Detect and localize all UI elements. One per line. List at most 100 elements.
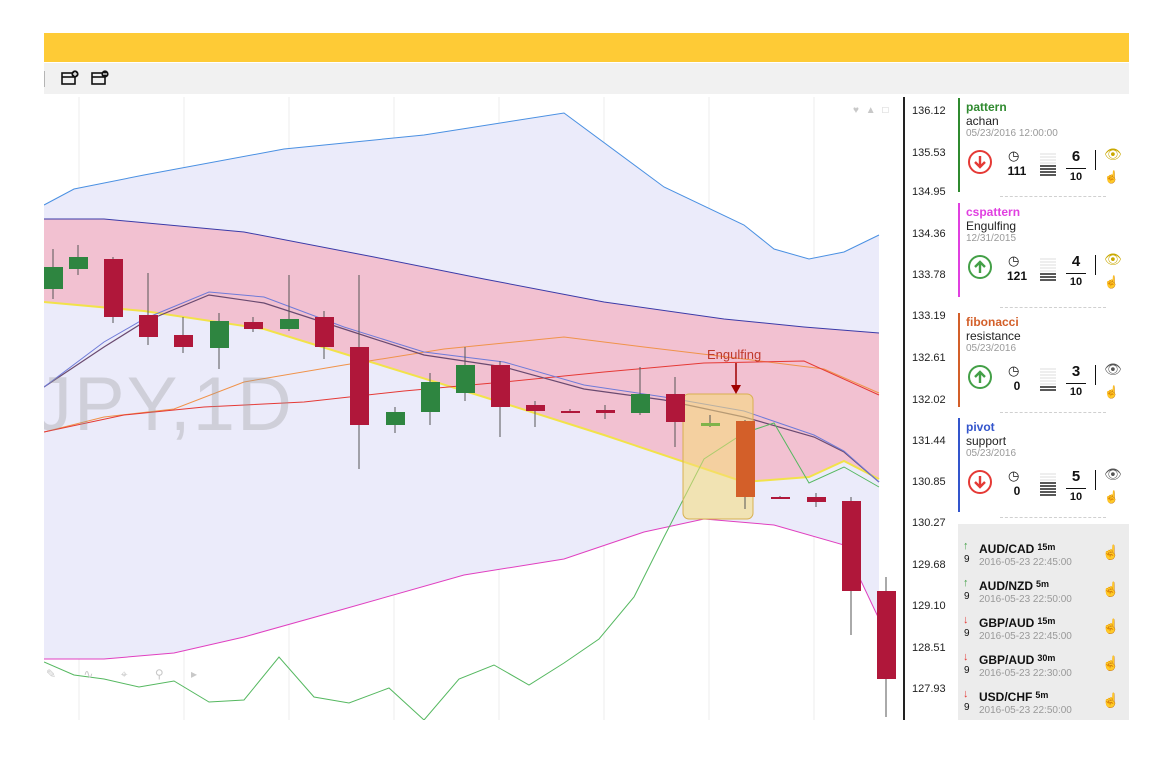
signal-total: 10 [1069, 171, 1083, 183]
signal-separator [1000, 307, 1106, 308]
candle-body [44, 267, 63, 289]
signal-total: 10 [1069, 276, 1083, 288]
candle-body [139, 315, 158, 337]
window-controls[interactable]: ♥ ▲ □ [853, 105, 891, 116]
clock-icon: ◷ [1008, 363, 1020, 378]
alert-pair-name: AUD/NZD [979, 579, 1033, 593]
score-divider [1066, 383, 1086, 384]
alert-date: 2016-05-23 22:50:00 [979, 705, 1072, 716]
price-tick: 133.19 [912, 310, 946, 322]
alert-date: 2016-05-23 22:50:00 [979, 594, 1072, 605]
eye-icon[interactable]: 👁 [1104, 361, 1122, 377]
signal-total: 10 [1069, 386, 1083, 398]
price-tick: 129.68 [912, 559, 946, 571]
hand-pointer-icon[interactable]: ☝ [1102, 655, 1120, 671]
candle-body [561, 411, 580, 413]
score-divider [1066, 488, 1086, 489]
hand-pointer-icon[interactable]: ☝ [1104, 490, 1119, 504]
alerts-panel: ↑ 9 AUD/CAD 15m 2016-05-23 22:45:00 ☝ ↑ 9… [958, 524, 1129, 720]
alert-item[interactable]: ↓ 9 GBP/AUD 30m 2016-05-23 22:30:00 ☝ [958, 649, 1129, 686]
drawing-tools[interactable]: ✎ ∿ ⌖ ⚲ ▸ [46, 667, 210, 681]
candle-body [104, 259, 123, 317]
signal-separator [1000, 517, 1106, 518]
signal-type: pattern [966, 100, 1007, 114]
alert-pair: GBP/AUD 15m [979, 616, 1055, 630]
eye-icon[interactable]: 👁 [1104, 146, 1122, 162]
alert-timeframe: 5m [1036, 579, 1050, 589]
signal-card-fibonacci[interactable]: fibonacci resistance 05/23/2016 ◷ 0 3 10… [958, 313, 1122, 407]
arrow-down-icon [968, 470, 992, 494]
signal-name: resistance [966, 329, 1021, 343]
add-window-button[interactable] [61, 70, 79, 86]
alert-pair-name: AUD/CAD [979, 542, 1035, 556]
alert-date: 2016-05-23 22:30:00 [979, 668, 1072, 679]
hand-pointer-icon[interactable]: ☝ [1104, 275, 1119, 289]
hand-pointer-icon[interactable]: ☝ [1102, 618, 1120, 634]
remove-window-button[interactable] [91, 70, 109, 86]
chart-canvas[interactable] [44, 97, 904, 720]
arrow-down-icon: ↓ [963, 688, 969, 700]
signal-date: 05/23/2016 [966, 343, 1017, 354]
arrow-down-icon: ↓ [963, 651, 969, 663]
signal-count: 121 [1006, 269, 1028, 283]
price-tick: 134.36 [912, 228, 946, 240]
alert-pair-name: USD/CHF [979, 690, 1033, 704]
alert-count: 9 [964, 554, 970, 565]
price-tick: 132.02 [912, 394, 946, 406]
candle-body [701, 423, 720, 426]
eye-icon[interactable]: 👁 [1104, 251, 1122, 267]
signal-card-pattern[interactable]: pattern achan 05/23/2016 12:00:00 ◷ 111 … [958, 98, 1122, 192]
signal-card-pivot[interactable]: pivot support 05/23/2016 ◷ 0 5 10 👁 ☝ [958, 418, 1122, 512]
signal-divider [1095, 150, 1096, 170]
signal-count: 111 [1007, 164, 1027, 178]
price-tick: 130.27 [912, 517, 946, 529]
chart-toolbar [44, 63, 1129, 94]
hand-pointer-icon[interactable]: ☝ [1104, 170, 1119, 184]
clock-icon: ◷ [1008, 148, 1020, 163]
signal-count: 0 [1013, 379, 1021, 393]
keltner-lower-line [44, 301, 880, 484]
alert-item[interactable]: ↓ 9 GBP/AUD 15m 2016-05-23 22:45:00 ☝ [958, 612, 1129, 649]
candle-body [244, 322, 263, 329]
hand-pointer-icon[interactable]: ☝ [1104, 385, 1119, 399]
price-tick: 130.85 [912, 476, 946, 488]
candle-body [210, 321, 229, 348]
alert-item[interactable]: ↑ 9 AUD/CAD 15m 2016-05-23 22:45:00 ☝ [958, 538, 1129, 575]
candle-body [69, 257, 88, 269]
eye-icon[interactable]: 👁 [1104, 466, 1122, 482]
price-axis: 136.12 135.53 134.95 134.36 133.78 133.1… [903, 97, 955, 720]
signal-date: 05/23/2016 [966, 448, 1017, 459]
signal-type: pivot [966, 420, 995, 434]
arrow-down-icon: ↓ [963, 614, 969, 626]
alert-item[interactable]: ↓ 9 USD/CHF 5m 2016-05-23 22:50:00 ☝ [958, 686, 1129, 723]
candle-body [315, 317, 334, 347]
moving-average-red [44, 360, 880, 433]
signal-date: 05/23/2016 12:00:00 [966, 128, 1058, 139]
arrow-down-icon [968, 150, 992, 174]
price-tick: 131.44 [912, 435, 946, 447]
candle-body [174, 335, 193, 347]
signal-name: Engulfing [966, 219, 1017, 233]
hand-pointer-icon[interactable]: ☝ [1102, 581, 1120, 597]
arrow-up-icon [968, 255, 992, 279]
moving-average-orange [44, 336, 880, 433]
alert-pair: GBP/AUD 30m [979, 653, 1055, 667]
signal-card-cspattern[interactable]: cspattern Engulfing 12/31/2015 ◷ 121 4 1… [958, 203, 1122, 297]
add-window-icon [61, 70, 79, 85]
toolbar-divider [44, 71, 45, 87]
alert-pair-name: GBP/AUD [979, 616, 1035, 630]
hand-pointer-icon[interactable]: ☝ [1102, 692, 1120, 708]
clock-icon: ◷ [1008, 468, 1020, 483]
signal-divider [1095, 255, 1096, 275]
alert-item[interactable]: ↑ 9 AUD/NZD 5m 2016-05-23 22:50:00 ☝ [958, 575, 1129, 612]
annotation-arrow-head [731, 385, 741, 394]
price-chart[interactable]: JPY,1D ♥ ▲ □ ✎ ∿ ⌖ ⚲ ▸ Engulfing [44, 97, 904, 720]
signal-divider [1095, 365, 1096, 385]
signal-score: 6 [1071, 148, 1081, 165]
alert-timeframe: 15m [1037, 616, 1056, 626]
candle-body [736, 421, 755, 497]
price-tick: 132.61 [912, 352, 946, 364]
strength-bars-icon [1040, 258, 1056, 281]
hand-pointer-icon[interactable]: ☝ [1102, 544, 1120, 560]
arrow-up-icon: ↑ [963, 540, 969, 552]
